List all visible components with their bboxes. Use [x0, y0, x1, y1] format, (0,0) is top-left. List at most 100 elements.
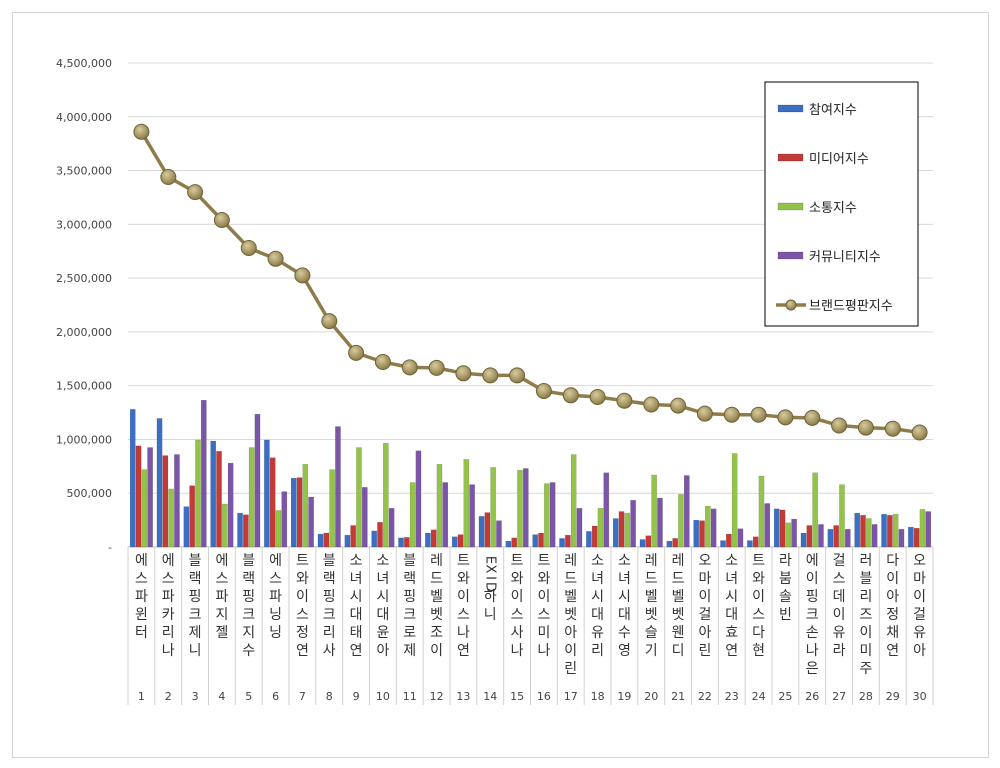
category-label-char: 벨 — [430, 589, 443, 605]
category-rank-label: 14 — [483, 690, 497, 703]
bar — [156, 418, 163, 548]
bar — [484, 512, 491, 548]
bar — [216, 451, 222, 548]
line-point — [160, 169, 177, 185]
bar — [269, 457, 276, 548]
category-label-char: 이 — [564, 643, 577, 659]
category-label-char: D — [482, 582, 497, 592]
category-label-char: 리 — [591, 643, 604, 659]
category-label-char: 블 — [859, 571, 872, 587]
category-label-char: 리 — [323, 625, 336, 641]
category-label-char: 러 — [859, 553, 872, 569]
category-label-char: 라 — [833, 643, 846, 659]
bar — [281, 491, 288, 548]
bar — [570, 454, 577, 548]
line-point — [482, 367, 499, 384]
category-label-char: 녀 — [350, 571, 363, 587]
legend-label: 커뮤니티지수 — [809, 250, 881, 265]
bar — [833, 525, 839, 548]
bar — [630, 500, 636, 548]
bar — [908, 526, 914, 548]
category-label-char: 연 — [457, 643, 470, 659]
line-point — [911, 424, 928, 441]
category-label-char: 리 — [859, 589, 872, 605]
bar — [618, 511, 625, 548]
bars — [129, 399, 932, 548]
bar — [141, 469, 148, 548]
category-label-char: 디 — [672, 643, 685, 659]
bar — [442, 482, 449, 548]
category-label-char: 효 — [725, 625, 738, 641]
legend-label: 미디어지수 — [809, 152, 869, 167]
bar — [335, 426, 341, 548]
category-label-char: 닝 — [269, 625, 282, 641]
category-label-char: 린 — [698, 643, 711, 659]
category-label-char: 이 — [296, 589, 309, 605]
category-label-char: 트 — [537, 553, 550, 569]
line-point — [804, 409, 821, 426]
x-axis: 에스파윈터1에스파카리나2블랙핑크제니3에스파지젤4블랙핑크지수5에스파닝닝6트… — [127, 546, 934, 705]
bar — [678, 494, 684, 548]
category-label-char: I — [482, 576, 497, 580]
bar — [705, 505, 711, 548]
category-label-char: 대 — [376, 607, 389, 623]
bar — [800, 532, 807, 548]
category-label-char: 이 — [886, 571, 899, 587]
category-label-char: 대 — [350, 607, 363, 623]
category-rank-label: 23 — [725, 690, 739, 703]
bar — [344, 534, 351, 548]
bar — [597, 508, 604, 548]
category-label-char: 지 — [242, 625, 255, 641]
category-label-char: 크 — [242, 607, 255, 623]
bar — [779, 509, 786, 548]
category-label-char: 블 — [403, 553, 416, 569]
category-label-char: 영 — [618, 643, 631, 659]
category-rank-label: 13 — [456, 690, 470, 703]
category-label-char: 유 — [833, 625, 846, 641]
category-label-char: 벳 — [564, 607, 577, 623]
category-label-char: 크 — [189, 607, 202, 623]
category-label-char: 데 — [833, 589, 846, 605]
line-point — [321, 313, 338, 330]
bar — [511, 537, 517, 548]
category-label-char: 오 — [698, 553, 711, 569]
category-rank-label: 25 — [778, 690, 792, 703]
bar — [227, 462, 234, 548]
category-rank-label: 12 — [430, 690, 444, 703]
category-label-char: 하 — [484, 589, 497, 605]
bar — [356, 447, 362, 548]
category-label-char: 대 — [725, 607, 738, 623]
line-point — [267, 250, 284, 267]
bar — [383, 443, 389, 548]
category-label-char: 드 — [672, 571, 685, 587]
line-point — [133, 123, 150, 140]
category-label-char: 나 — [511, 643, 524, 659]
category-label-char: 즈 — [859, 607, 872, 623]
category-rank-label: 5 — [245, 690, 252, 703]
category-rank-label: 10 — [376, 690, 390, 703]
category-label-char: 파 — [269, 589, 282, 605]
bar — [559, 538, 565, 548]
line-point — [428, 359, 445, 376]
bar — [672, 538, 678, 548]
category-label-char: 와 — [752, 571, 765, 587]
bar — [892, 514, 899, 548]
category-label-char: 레 — [645, 553, 658, 569]
category-label-char: 조 — [430, 625, 443, 641]
category-label-char: 드 — [645, 571, 658, 587]
category-label-char: 랙 — [323, 571, 336, 587]
category-rank-label: 24 — [752, 690, 766, 703]
legend-swatch — [777, 153, 804, 162]
bar — [222, 503, 228, 548]
category-label-char: 트 — [457, 553, 470, 569]
bar — [565, 534, 571, 548]
bar — [168, 488, 174, 548]
bar — [854, 512, 861, 548]
category-label-char: 스 — [537, 607, 550, 623]
bar — [409, 482, 416, 548]
bar — [404, 537, 410, 548]
bar — [806, 525, 813, 548]
category-label-char: 걸 — [833, 553, 846, 569]
line-point — [401, 359, 418, 376]
category-label-char: 미 — [859, 643, 872, 659]
